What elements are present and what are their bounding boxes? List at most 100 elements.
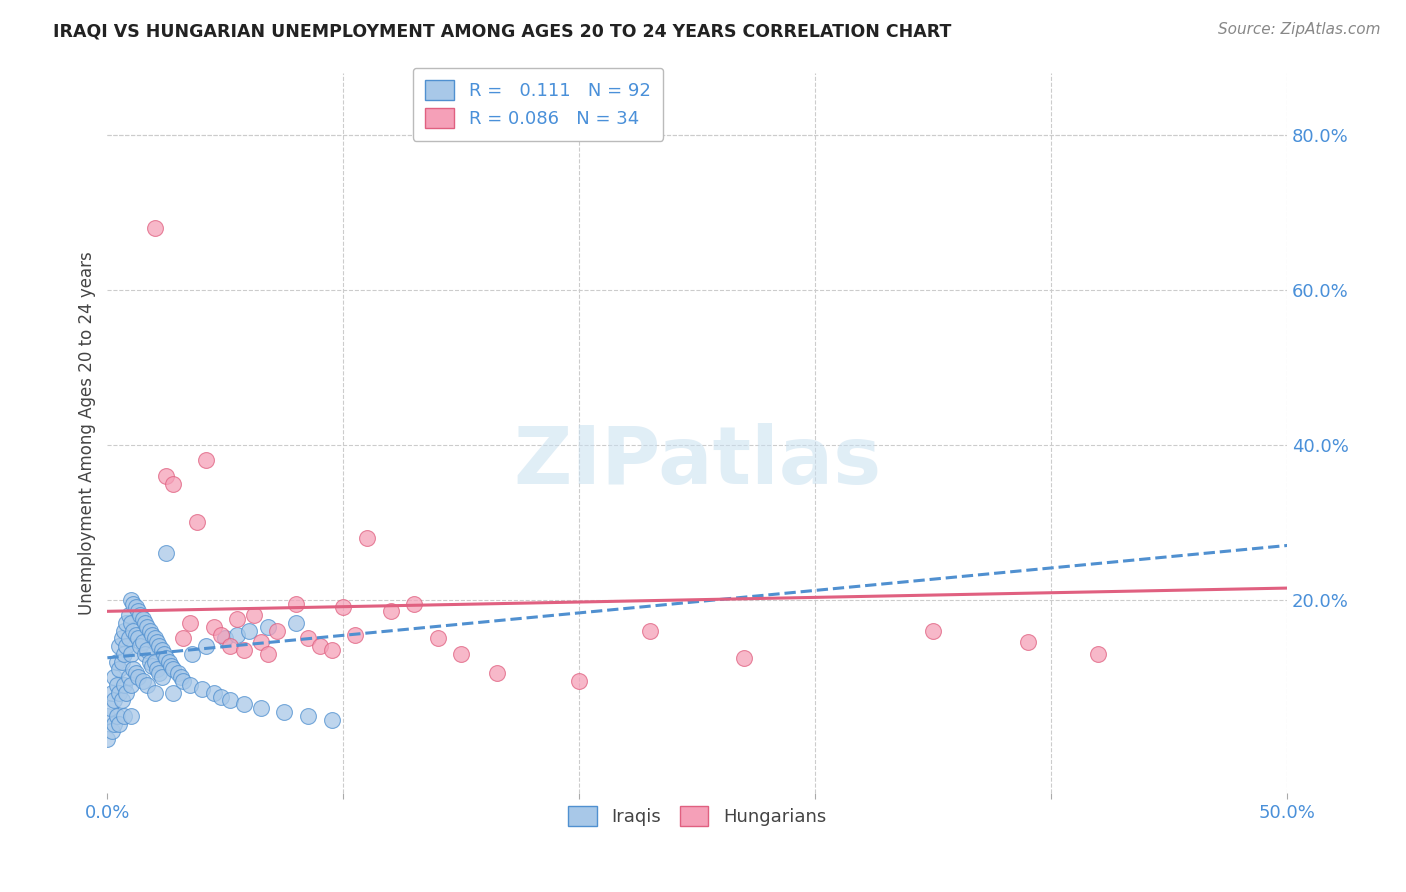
Point [112,678,135,692]
Point [160,658,183,673]
Point [209,690,232,704]
Point [568,673,591,688]
Point [162,476,184,491]
Point [101,724,124,739]
Point [141,658,163,673]
Point [266,624,288,638]
Point [249,701,271,715]
Point [110,632,132,646]
Point [172,632,194,646]
Point [150,643,173,657]
Point [308,639,330,653]
Point [285,597,308,611]
Point [136,620,159,634]
Point [108,639,131,653]
Point [155,546,177,560]
Point [125,627,148,641]
Point [450,647,472,661]
Point [1087,647,1109,661]
Point [108,686,131,700]
Point [297,632,319,646]
Point [256,647,278,661]
Point [122,624,145,638]
Point [332,600,354,615]
Point [101,686,124,700]
Point [179,678,201,692]
Point [127,670,149,684]
Point [1017,635,1039,649]
Point [256,620,278,634]
Point [112,709,135,723]
Point [117,608,139,623]
Point [195,453,218,467]
Point [103,670,125,684]
Point [233,643,256,657]
Point [202,686,225,700]
Point [273,705,295,719]
Point [238,624,260,638]
Point [219,693,242,707]
Point [426,632,449,646]
Point [321,713,343,727]
Point [344,627,367,641]
Point [157,655,180,669]
Point [127,604,149,618]
Point [98,701,121,715]
Point [226,627,249,641]
Point [112,624,135,638]
Point [242,608,264,623]
Point [127,632,149,646]
Point [143,220,166,235]
Point [356,531,378,545]
Point [190,681,212,696]
Point [129,608,152,623]
Point [132,612,155,626]
Point [108,716,131,731]
Point [132,635,155,649]
Point [202,620,225,634]
Text: Source: ZipAtlas.com: Source: ZipAtlas.com [1218,22,1381,37]
Point [146,662,169,676]
Point [148,639,170,653]
Point [120,615,142,630]
Point [115,686,138,700]
Point [143,686,166,700]
Point [297,709,319,723]
Point [155,468,177,483]
Point [214,632,236,646]
Point [321,643,343,657]
Point [638,624,661,638]
Point [143,655,166,669]
Point [186,515,208,529]
Point [922,624,945,638]
Point [120,709,142,723]
Point [117,632,139,646]
Point [96,709,118,723]
Point [96,732,118,747]
Point [209,627,232,641]
Point [129,639,152,653]
Point [134,615,156,630]
Point [136,643,159,657]
Y-axis label: Unemployment Among Ages 20 to 24 years: Unemployment Among Ages 20 to 24 years [79,252,96,615]
Point [181,647,204,661]
Point [150,670,173,684]
Point [136,678,159,692]
Point [219,639,242,653]
Text: ZIPatlas: ZIPatlas [513,423,882,501]
Point [143,632,166,646]
Point [733,650,755,665]
Point [122,597,145,611]
Point [134,647,156,661]
Point [155,650,177,665]
Point [108,662,131,676]
Point [105,678,128,692]
Point [380,604,402,618]
Point [404,597,426,611]
Point [485,666,508,681]
Point [179,615,201,630]
Point [115,615,138,630]
Point [169,670,191,684]
Point [141,627,163,641]
Point [125,600,148,615]
